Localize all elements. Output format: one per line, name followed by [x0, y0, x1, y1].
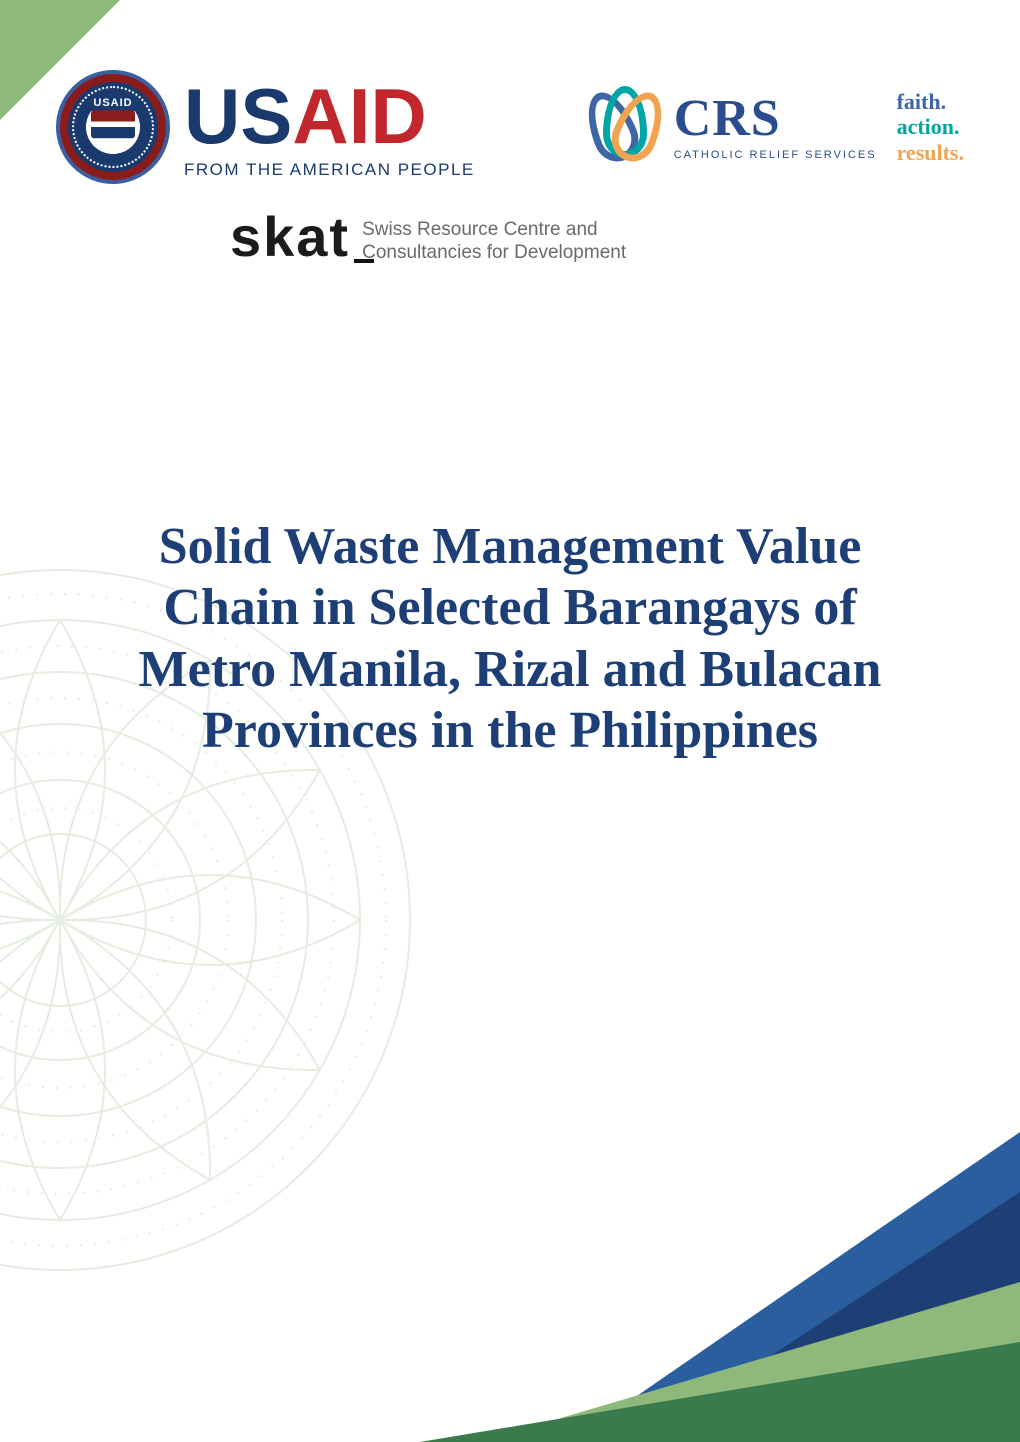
crs-slogan-line1: faith. [897, 89, 964, 114]
usaid-suffix: AID [292, 72, 426, 160]
usaid-wordmark: USAID FROM THE AMERICAN PEOPLE [184, 77, 475, 178]
wedge-green-light [480, 1282, 1020, 1442]
document-cover-page: USAID USAID FROM THE AMERICAN PEOPLE CRS… [0, 0, 1020, 1442]
crs-slogan: faith. action. results. [897, 89, 964, 165]
crs-wordmark: CRS CATHOLIC RELIEF SERVICES [674, 93, 877, 161]
skat-tagline-line1: Swiss Resource Centre and [362, 219, 598, 240]
crs-logo: CRS CATHOLIC RELIEF SERVICES faith. acti… [588, 82, 964, 172]
skat-tagline-line2: Consultancies for Development [362, 242, 626, 263]
wedge-green-dark [420, 1342, 1020, 1442]
crs-tagline: CATHOLIC RELIEF SERVICES [674, 149, 877, 161]
crs-slogan-line3: results. [897, 140, 964, 165]
wedge-blue-front [640, 1192, 1020, 1442]
wedge-blue-back [570, 1132, 1020, 1442]
skat-wordmark: skat [230, 204, 350, 269]
crs-wordmark-text: CRS [674, 93, 877, 145]
crs-slogan-line2: action. [897, 114, 964, 139]
crs-flame-icon [588, 82, 662, 172]
wedges-svg [420, 1082, 1020, 1442]
corner-wedges-decor [420, 1082, 1020, 1442]
skat-logo: skat Swiss Resource Centre and Consultan… [230, 204, 626, 269]
logo-row: USAID USAID FROM THE AMERICAN PEOPLE CRS… [56, 70, 964, 184]
skat-tagline: Swiss Resource Centre and Consultancies … [362, 218, 626, 270]
document-title: Solid Waste Management Value Chain in Se… [0, 516, 1020, 761]
corner-triangle-decor [0, 0, 120, 120]
usaid-tagline: FROM THE AMERICAN PEOPLE [184, 161, 475, 178]
usaid-prefix: US [184, 72, 292, 160]
usaid-wordmark-text: USAID [184, 77, 475, 155]
